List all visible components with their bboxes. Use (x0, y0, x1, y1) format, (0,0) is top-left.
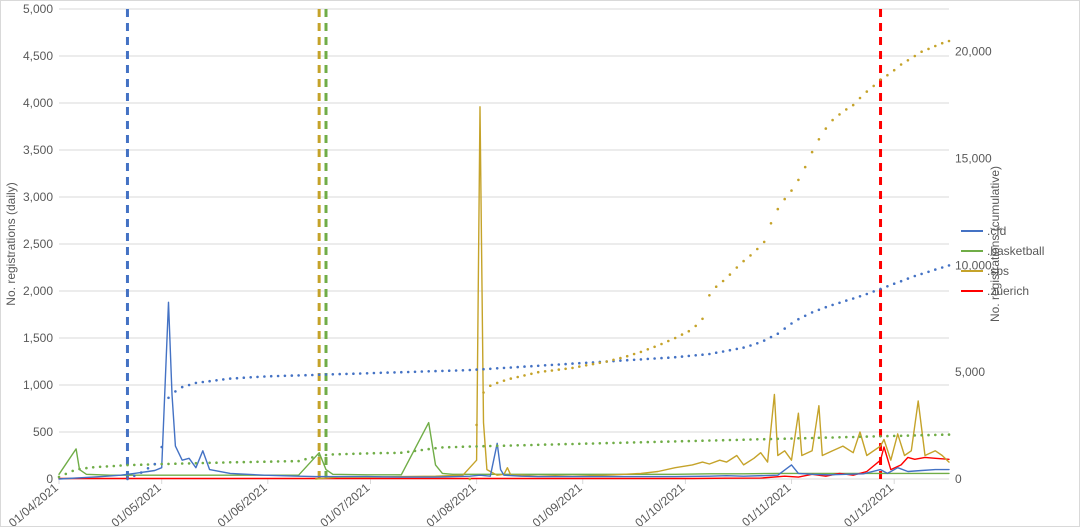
x-tick-label: 01/05/2021 (109, 480, 164, 526)
legend-label: .cfd (987, 224, 1006, 238)
x-tick-label: 01/08/2021 (424, 480, 479, 526)
y-left-tick-label: 3,000 (23, 190, 53, 204)
chart-svg: 0 500 1,000 1,500 2,000 2,500 3,000 3,500 4,000 4… (1, 1, 1079, 526)
x-tick-label: 01/10/2021 (632, 480, 687, 526)
y-left-axis-label: No. registrations (daily) (4, 182, 18, 305)
y-left-tick-label: 1,000 (23, 378, 53, 392)
x-tick-label: 01/11/2021 (739, 480, 794, 526)
y-left-tick-label: 4,500 (23, 49, 53, 63)
y-right-tick-label: 20,000 (955, 45, 992, 59)
legend-label: .basketball (987, 244, 1044, 258)
chart-container: 0 500 1,000 1,500 2,000 2,500 3,000 3,500 4,000 4… (0, 0, 1080, 527)
y-left-tick-label: 500 (33, 425, 53, 439)
x-tick-label: 01/12/2021 (841, 480, 896, 526)
x-tick-label: 01/04/2021 (6, 480, 61, 526)
y-left-tick-label: 2,000 (23, 284, 53, 298)
x-tick-label: 01/07/2021 (317, 480, 372, 526)
y-left-tick-label: 2,500 (23, 237, 53, 251)
y-left-tick-label: 5,000 (23, 2, 53, 16)
y-right-tick-label: 5,000 (955, 365, 985, 379)
y-left-tick-label: 3,500 (23, 143, 53, 157)
y-right-tick-label: 15,000 (955, 152, 992, 166)
y-left-tick-label: 4,000 (23, 96, 53, 110)
legend-label: .zuerich (987, 284, 1029, 298)
x-tick-label: 01/09/2021 (530, 480, 585, 526)
y-right-tick-label: 0 (955, 472, 962, 486)
legend-label: .sbs (987, 264, 1009, 278)
x-tick-label: 01/06/2021 (215, 480, 270, 526)
y-left-tick-label: 1,500 (23, 331, 53, 345)
